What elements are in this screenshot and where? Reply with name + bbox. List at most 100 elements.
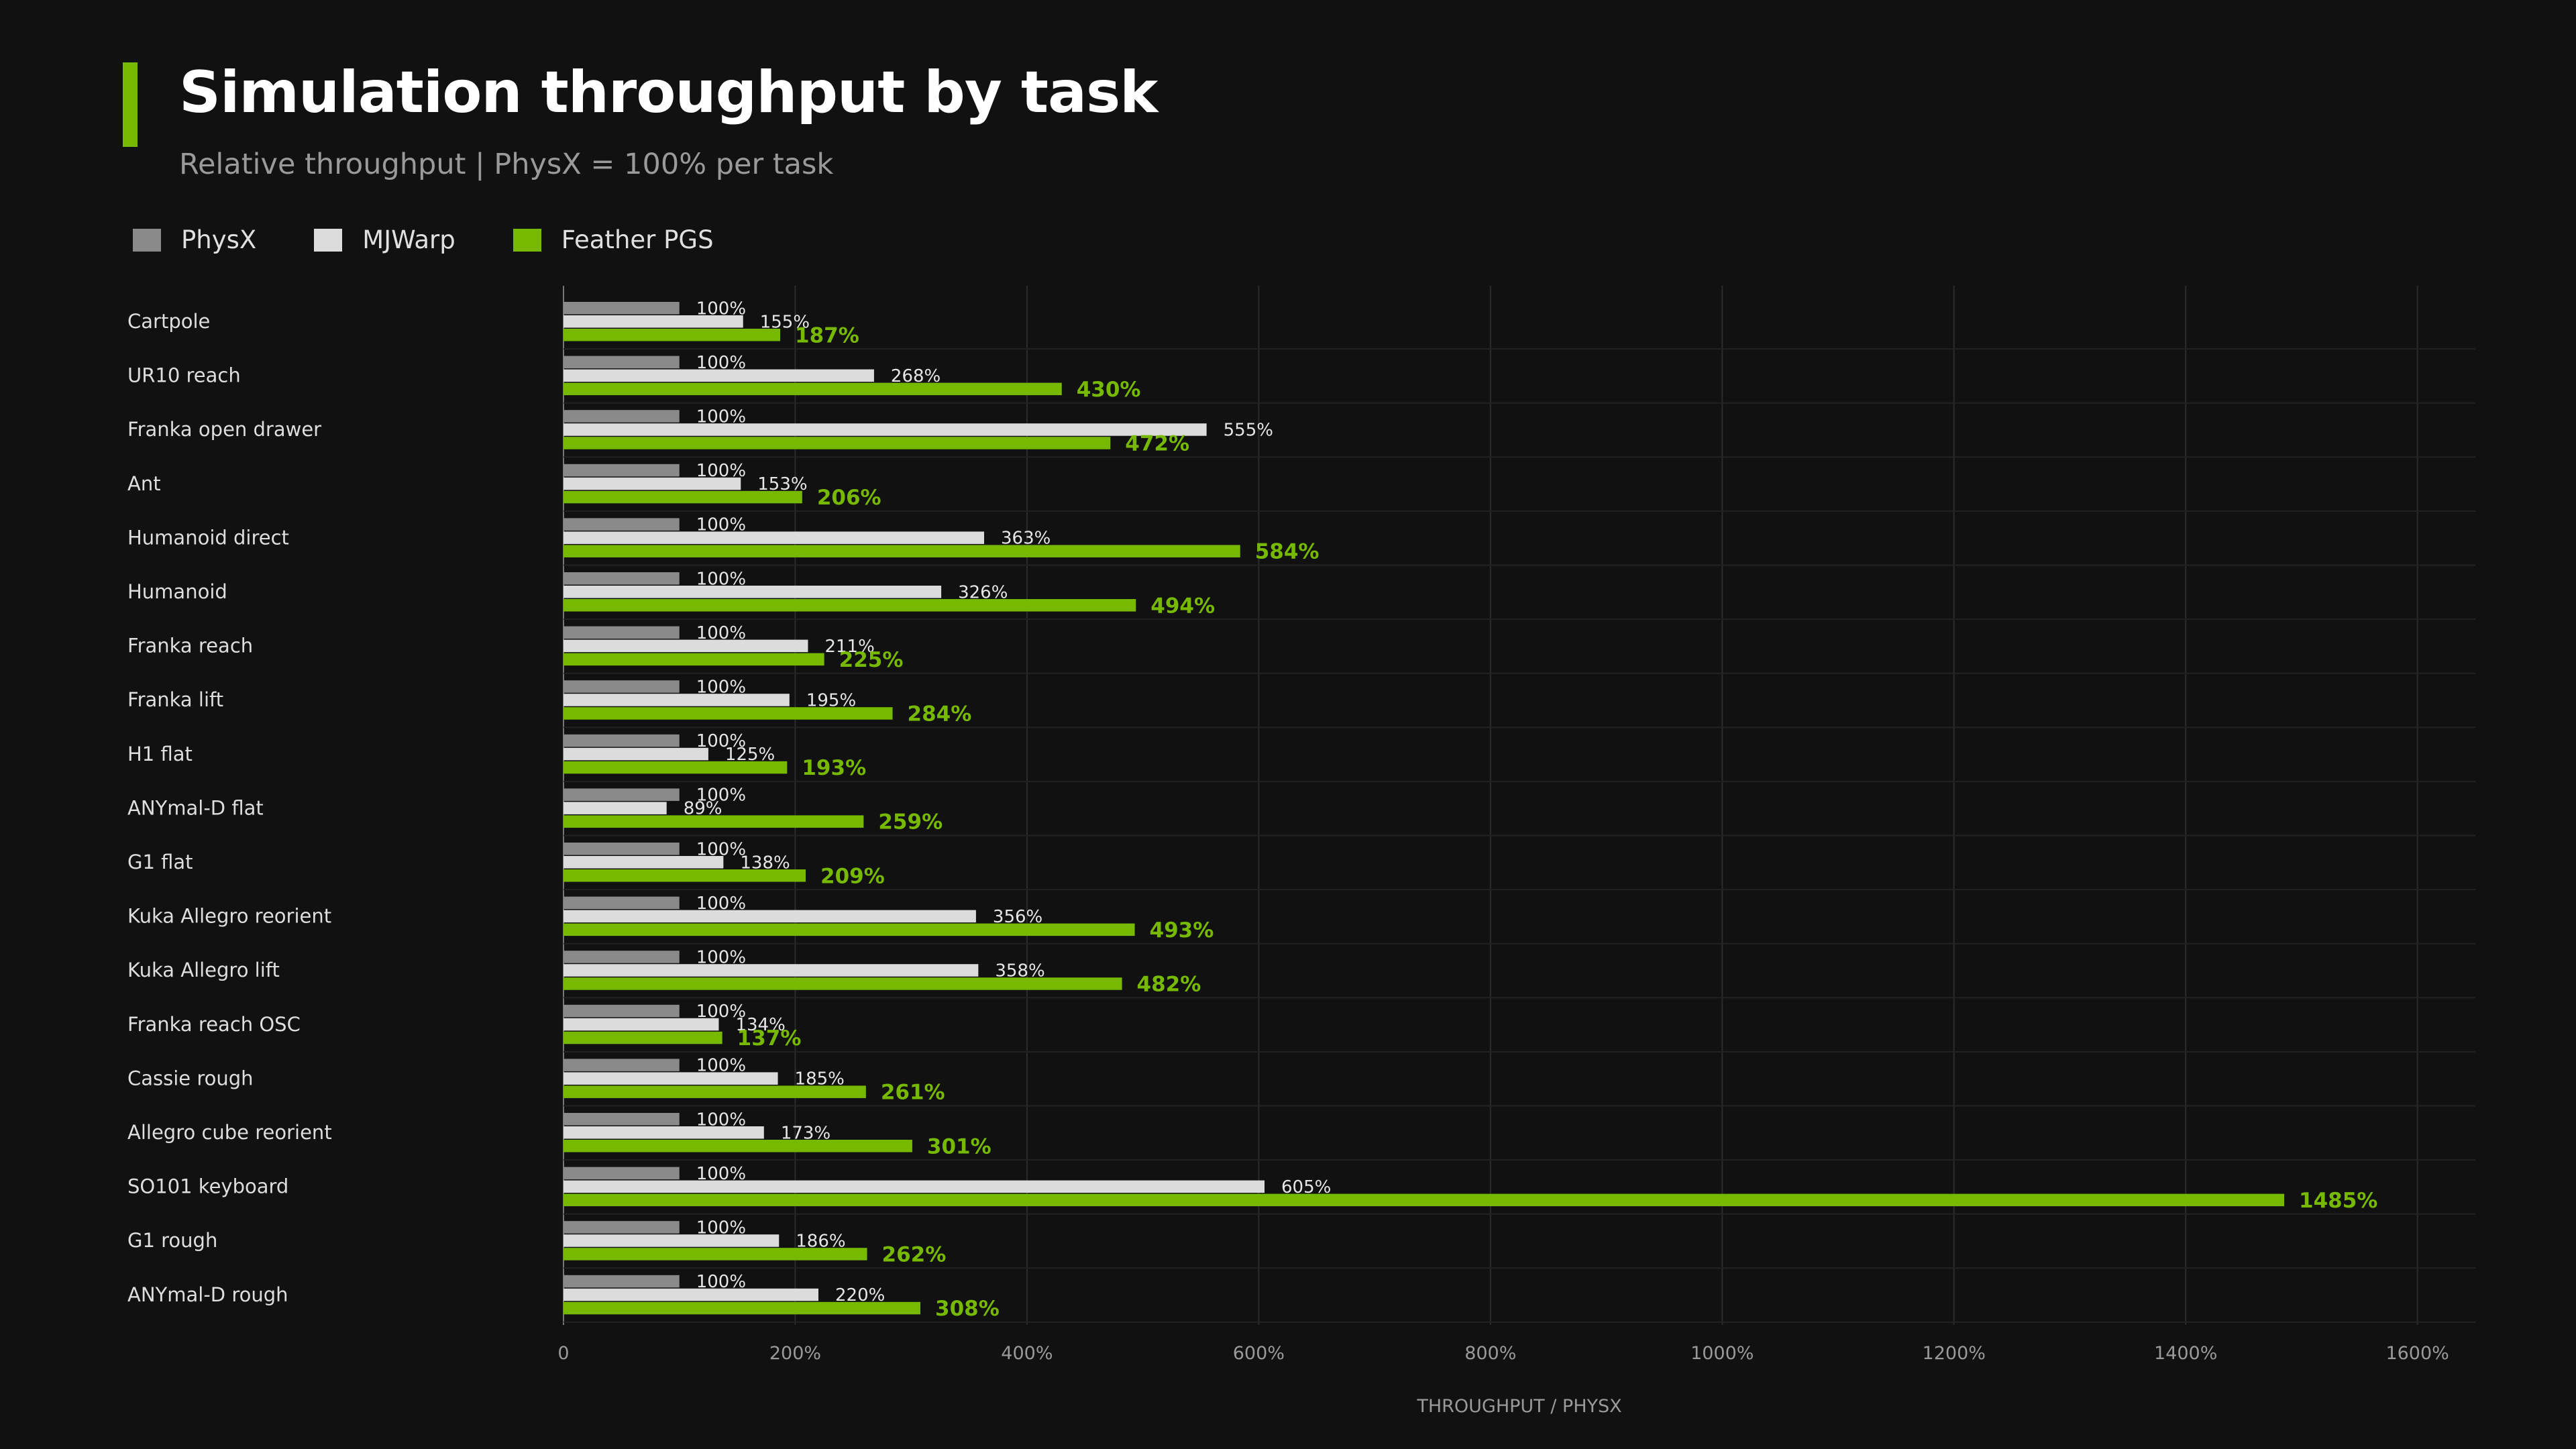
bar-physx-franka-open-drawer [564, 410, 680, 423]
bar-feather-pgs-ur10-reach [564, 382, 1062, 396]
bar-mjwarp-allegro-cube-reorient [564, 1126, 764, 1139]
value-label-mjwarp-franka-reach-osc: 134% [735, 1015, 785, 1035]
x-tick-label-1000: 1000% [1690, 1343, 1754, 1364]
bar-feather-pgs-kuka-allegro-lift [564, 977, 1122, 990]
category-label-franka-reach: Franka reach [127, 635, 253, 657]
category-label-so101-keyboard: SO101 keyboard [127, 1175, 288, 1198]
bar-feather-pgs-so101-keyboard [564, 1193, 2284, 1207]
category-label-franka-open-drawer: Franka open drawer [127, 418, 321, 441]
bar-mjwarp-g1-rough [564, 1234, 780, 1247]
value-label-feather-pgs-anymal-d-rough: 308% [935, 1297, 1000, 1321]
x-tick-label-200: 200% [769, 1343, 821, 1364]
x-axis-label: THROUGHPUT / PHYSX [1416, 1396, 1621, 1417]
value-label-feather-pgs-g1-rough: 262% [882, 1242, 947, 1267]
bar-mjwarp-kuka-allegro-lift [564, 964, 979, 977]
chart-legend: PhysX MJWarp Feather PGS [133, 225, 771, 254]
title-accent-bar [123, 62, 138, 147]
value-label-feather-pgs-g1-flat: 209% [820, 864, 885, 888]
value-label-feather-pgs-franka-lift: 284% [908, 702, 972, 726]
value-label-mjwarp-franka-reach: 211% [824, 637, 874, 657]
category-label-humanoid: Humanoid [127, 580, 227, 603]
value-label-feather-pgs-h1-flat: 193% [802, 756, 866, 780]
value-label-feather-pgs-allegro-cube-reorient: 301% [927, 1134, 991, 1159]
bar-mjwarp-g1-flat [564, 856, 724, 869]
bar-feather-pgs-franka-reach-osc [564, 1031, 722, 1044]
bar-feather-pgs-franka-lift [564, 707, 893, 720]
bar-physx-anymal-d-rough [564, 1275, 680, 1288]
bar-feather-pgs-ant [564, 490, 802, 504]
category-label-ur10-reach: UR10 reach [127, 364, 241, 387]
legend-label-feather-pgs: Feather PGS [561, 225, 714, 254]
value-label-feather-pgs-humanoid: 494% [1150, 594, 1215, 618]
chart-title: Simulation throughput by task [179, 59, 1158, 126]
bar-physx-h1-flat [564, 734, 680, 747]
bar-physx-so101-keyboard [564, 1167, 680, 1180]
x-tick-label-600: 600% [1233, 1343, 1285, 1364]
category-label-g1-rough: G1 rough [127, 1229, 217, 1252]
bar-mjwarp-anymal-d-rough [564, 1288, 818, 1301]
bar-mjwarp-ant [564, 477, 741, 490]
legend-item-physx: PhysX [133, 225, 256, 254]
bar-feather-pgs-franka-open-drawer [564, 437, 1111, 449]
bar-physx-franka-lift [564, 680, 680, 693]
value-label-feather-pgs-kuka-allegro-reorient: 493% [1150, 918, 1214, 943]
value-label-feather-pgs-ant: 206% [817, 486, 881, 510]
bar-physx-anymal-d-flat [564, 788, 680, 801]
legend-item-feather-pgs: Feather PGS [513, 225, 714, 254]
bar-feather-pgs-g1-flat [564, 869, 806, 882]
bar-mjwarp-franka-reach-osc [564, 1018, 719, 1031]
value-label-feather-pgs-cartpole: 187% [795, 323, 859, 347]
value-label-feather-pgs-humanoid-direct: 584% [1255, 540, 1320, 564]
category-label-allegro-cube-reorient: Allegro cube reorient [127, 1121, 332, 1144]
bar-feather-pgs-g1-rough [564, 1248, 867, 1260]
legend-label-mjwarp: MJWarp [362, 225, 455, 254]
legend-swatch-mjwarp [314, 228, 343, 252]
bar-feather-pgs-humanoid-direct [564, 545, 1240, 557]
bar-mjwarp-franka-lift [564, 694, 790, 706]
x-tick-label-1600: 1600% [2385, 1343, 2449, 1364]
bar-physx-kuka-allegro-reorient [564, 896, 680, 910]
value-label-feather-pgs-franka-reach-osc: 137% [737, 1026, 802, 1051]
bar-mjwarp-ur10-reach [564, 369, 874, 382]
bar-feather-pgs-anymal-d-flat [564, 815, 864, 828]
bar-physx-ant [564, 464, 680, 477]
bar-mjwarp-anymal-d-flat [564, 802, 667, 814]
category-label-franka-lift: Franka lift [127, 688, 223, 711]
chart-subtitle: Relative throughput | PhysX = 100% per t… [179, 148, 834, 181]
bar-physx-g1-rough [564, 1221, 680, 1234]
bar-mjwarp-cartpole [564, 315, 743, 328]
category-label-h1-flat: H1 flat [127, 743, 193, 765]
bar-mjwarp-kuka-allegro-reorient [564, 910, 976, 923]
value-label-physx-anymal-d-flat: 100% [696, 786, 746, 806]
legend-item-mjwarp: MJWarp [314, 225, 455, 254]
x-tick-label-1200: 1200% [1923, 1343, 1986, 1364]
bar-physx-cassie-rough [564, 1059, 680, 1071]
bar-mjwarp-franka-reach [564, 639, 808, 653]
bar-physx-humanoid-direct [564, 518, 680, 531]
x-tick-label-400: 400% [1001, 1343, 1053, 1364]
value-label-feather-pgs-franka-open-drawer: 472% [1125, 431, 1189, 455]
bar-feather-pgs-anymal-d-rough [564, 1301, 920, 1315]
legend-label-physx: PhysX [181, 225, 257, 254]
bar-physx-allegro-cube-reorient [564, 1113, 680, 1126]
value-label-feather-pgs-franka-reach: 225% [839, 648, 904, 672]
bar-physx-franka-reach [564, 626, 680, 639]
bar-mjwarp-humanoid [564, 586, 942, 598]
category-label-franka-reach-osc: Franka reach OSC [127, 1013, 301, 1036]
legend-swatch-feather-pgs [513, 228, 541, 252]
bar-physx-franka-reach-osc [564, 1004, 680, 1018]
category-label-kuka-allegro-lift: Kuka Allegro lift [127, 959, 280, 981]
bar-mjwarp-franka-open-drawer [564, 423, 1207, 436]
legend-swatch-physx [133, 228, 161, 252]
bar-mjwarp-h1-flat [564, 747, 708, 761]
value-label-feather-pgs-anymal-d-flat: 259% [878, 810, 943, 835]
category-label-humanoid-direct: Humanoid direct [127, 526, 289, 549]
bar-mjwarp-so101-keyboard [564, 1180, 1265, 1193]
bar-mjwarp-humanoid-direct [564, 531, 984, 544]
bar-physx-kuka-allegro-lift [564, 951, 680, 963]
category-label-cassie-rough: Cassie rough [127, 1067, 254, 1089]
value-label-feather-pgs-so101-keyboard: 1485% [2299, 1189, 2377, 1213]
bar-feather-pgs-allegro-cube-reorient [564, 1140, 912, 1152]
